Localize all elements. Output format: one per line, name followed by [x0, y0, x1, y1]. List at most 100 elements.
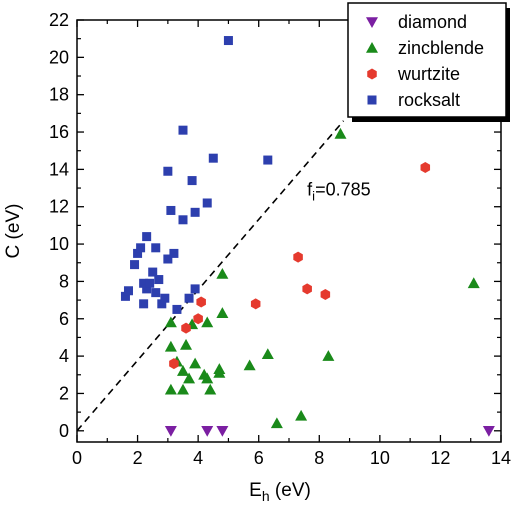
rocksalt-point	[151, 243, 161, 253]
x-axis-title-main: E	[249, 480, 262, 501]
rocksalt-point	[163, 254, 173, 264]
y-tick-label: 8	[59, 271, 69, 291]
y-axis-title: C (eV)	[3, 204, 24, 259]
rocksalt-point	[151, 288, 161, 298]
wurtzite-point	[196, 296, 206, 308]
rocksalt-point	[145, 278, 155, 288]
zincblende-point	[295, 409, 308, 421]
y-tick-label: 6	[59, 309, 69, 329]
rocksalt-point	[136, 243, 146, 253]
rocksalt-point	[190, 207, 200, 217]
y-tick-label: 2	[59, 383, 69, 403]
legend-marker-rocksalt	[367, 95, 377, 105]
rocksalt-point	[223, 36, 233, 46]
rocksalt-point	[184, 293, 194, 303]
diamond-point	[216, 425, 229, 437]
zincblende-point	[201, 316, 214, 328]
y-tick-label: 16	[49, 122, 69, 142]
rocksalt-point	[154, 275, 164, 285]
rocksalt-point	[142, 284, 152, 294]
rocksalt-point	[190, 284, 200, 294]
rocksalt-point	[187, 176, 197, 186]
axis-ticks: 0 2 4 6 8 10 12 14 0 2 4 6 8 10 12 14 16 18 20 22	[49, 10, 511, 468]
zincblende-point	[270, 417, 283, 429]
zincblende-point	[177, 383, 189, 395]
rocksalt-point	[139, 299, 149, 309]
zincblende-point	[180, 338, 193, 350]
y-tick-label: 12	[49, 197, 69, 217]
zincblende-point	[164, 316, 177, 328]
x-tick-label: 12	[430, 448, 450, 468]
zincblende-point	[189, 357, 202, 369]
rocksalt-point	[163, 166, 173, 176]
x-tick-label: 10	[370, 448, 390, 468]
zincblende-point	[243, 359, 256, 371]
rocksalt-point	[139, 278, 149, 288]
x-tick-label: 8	[314, 448, 324, 468]
x-axis-title-sub: h	[262, 488, 270, 504]
legend-label-rocksalt: rocksalt	[398, 90, 460, 110]
wurtzite-point	[169, 358, 179, 370]
rocksalt-point	[202, 198, 212, 208]
fi-annotation: fi=0.785	[307, 180, 370, 204]
diamond-point	[164, 425, 177, 437]
x-tick-label: 6	[254, 448, 264, 468]
rocksalt-point	[130, 260, 140, 270]
y-tick-label: 10	[49, 234, 69, 254]
zincblende-point	[261, 348, 274, 360]
x-tick-label: 0	[72, 448, 82, 468]
rocksalt-point	[166, 205, 176, 215]
rocksalt-point	[157, 299, 167, 309]
legend: diamond zincblende wurtzite rocksalt	[347, 2, 510, 122]
x-tick-label: 14	[491, 448, 511, 468]
rocksalt-point	[208, 153, 218, 163]
rocksalt-point	[178, 125, 188, 135]
legend-marker-wurtzite	[367, 68, 377, 80]
zincblende-point	[216, 307, 229, 318]
rocksalt-point	[120, 291, 130, 301]
zincblende-point	[183, 372, 196, 384]
wurtzite-point	[302, 283, 312, 295]
fi-annotation-main: f	[307, 180, 313, 200]
rocksalt-point	[263, 155, 273, 165]
wurtzite-point	[293, 251, 303, 263]
wurtzite-point	[181, 322, 191, 334]
zincblende-point	[216, 267, 229, 279]
wurtzite-point	[250, 298, 261, 310]
wurtzite-point	[193, 313, 203, 325]
x-axis-title: Eh (eV)	[249, 480, 311, 504]
x-axis-title-unit: (eV)	[270, 480, 311, 501]
zincblende-point	[164, 340, 177, 352]
zincblende-point	[164, 383, 177, 395]
diamond-point	[482, 425, 495, 437]
legend-marker-diamond	[366, 17, 378, 28]
data-points	[120, 36, 495, 437]
wurtzite-point	[320, 288, 331, 300]
x-tick-label: 2	[133, 448, 143, 468]
rocksalt-point	[148, 267, 158, 277]
y-tick-label: 22	[49, 10, 69, 30]
zincblende-point	[204, 383, 217, 395]
y-tick-label: 20	[49, 47, 69, 67]
zincblende-point	[334, 127, 347, 139]
zincblende-point	[467, 277, 480, 289]
rocksalt-point	[169, 248, 179, 258]
y-tick-label: 18	[49, 85, 69, 105]
reference-dashed-line	[76, 120, 345, 432]
rocksalt-point	[142, 232, 152, 242]
rocksalt-point	[133, 248, 143, 258]
zincblende-point	[322, 350, 335, 361]
y-tick-label: 0	[59, 421, 69, 441]
zincblende-point	[177, 365, 189, 376]
zincblende-point	[201, 372, 214, 384]
fi-annotation-rest: =0.785	[315, 180, 371, 200]
rocksalt-point	[123, 286, 133, 296]
fi-annotation-sub: i	[312, 189, 315, 204]
y-tick-label: 14	[49, 159, 69, 179]
diamond-point	[201, 425, 214, 437]
legend-label-zincblende: zincblende	[398, 38, 484, 58]
legend-label-wurtzite: wurtzite	[397, 64, 460, 84]
wurtzite-point	[420, 162, 431, 174]
zincblende-point	[213, 366, 226, 378]
rocksalt-point	[160, 293, 170, 303]
